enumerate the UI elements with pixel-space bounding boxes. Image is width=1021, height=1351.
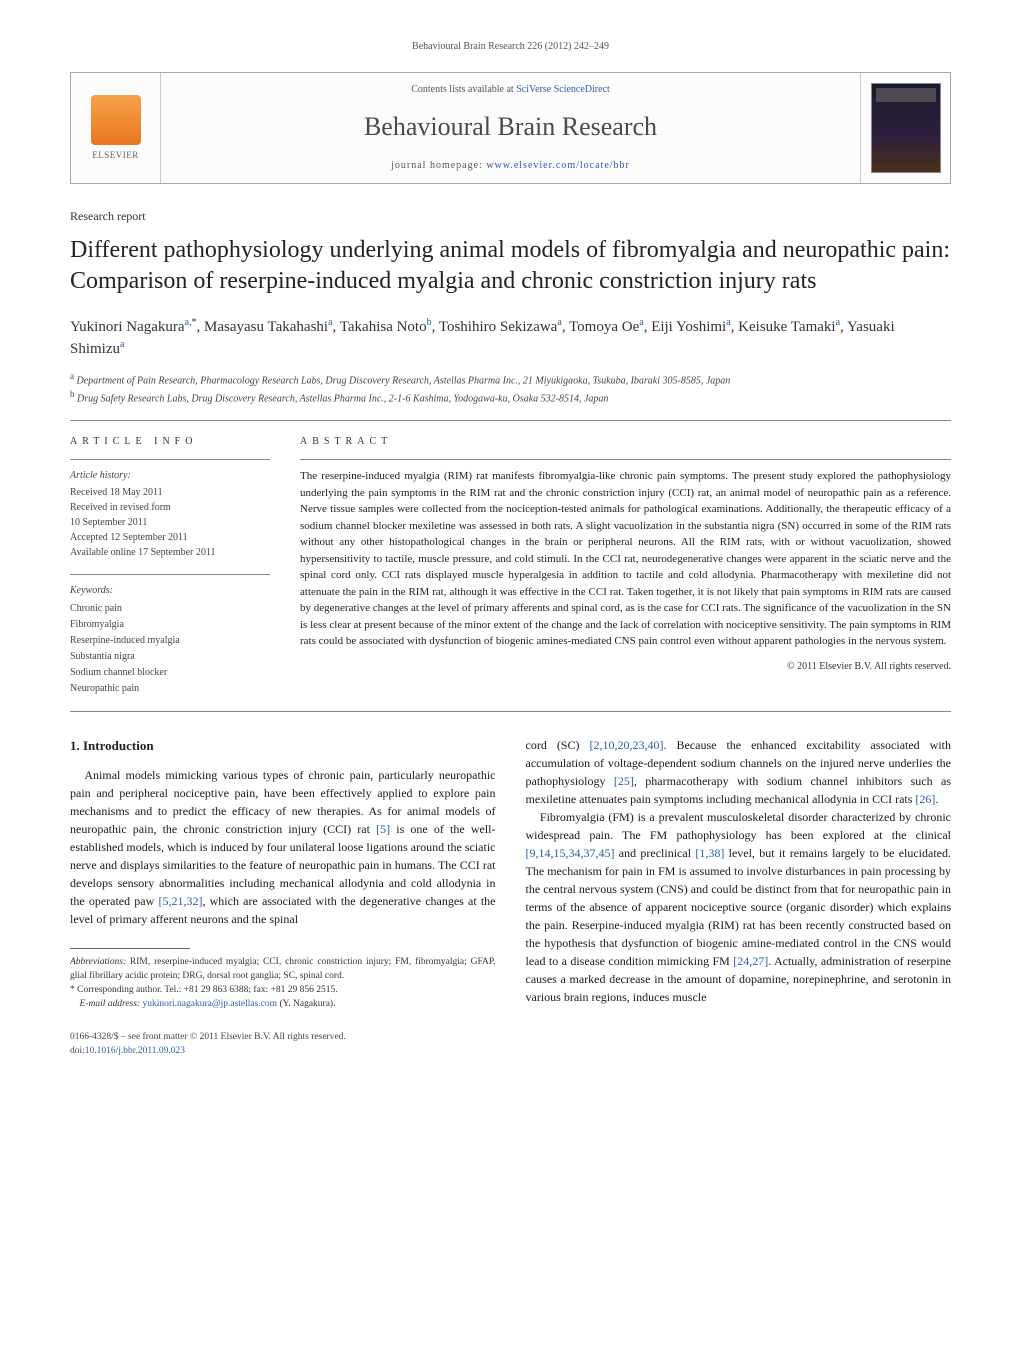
running-head: Behavioural Brain Research 226 (2012) 24… bbox=[70, 40, 951, 54]
article-history: Article history: Received 18 May 2011Rec… bbox=[70, 468, 270, 560]
history-label: Article history: bbox=[70, 468, 270, 483]
journal-header-box: ELSEVIER Contents lists available at Sci… bbox=[70, 72, 951, 184]
history-line: Received in revised form bbox=[70, 500, 270, 515]
intro-para-2: Fibromyalgia (FM) is a prevalent musculo… bbox=[526, 808, 952, 1006]
corr-text: Tel.: +81 29 863 6388; fax: +81 29 856 2… bbox=[164, 985, 337, 995]
footnote-rule bbox=[70, 948, 190, 949]
article-info-heading: article info bbox=[70, 435, 270, 449]
keyword: Sodium channel blocker bbox=[70, 665, 270, 681]
body-text-span: . bbox=[935, 792, 938, 806]
authors-line: Yukinori Nagakuraa,*, Masayasu Takahashi… bbox=[70, 316, 951, 360]
email-suffix: (Y. Nagakura). bbox=[277, 999, 335, 1009]
footnotes: Abbreviations: RIM, reserpine-induced my… bbox=[70, 948, 496, 1012]
contents-line: Contents lists available at SciVerse Sci… bbox=[173, 83, 848, 97]
citation-link[interactable]: [25] bbox=[614, 774, 634, 788]
abstract-text: The reserpine-induced myalgia (RIM) rat … bbox=[300, 468, 951, 650]
email-label: E-mail address: bbox=[80, 999, 143, 1009]
divider-bottom bbox=[70, 711, 951, 712]
journal-title: Behavioural Brain Research bbox=[173, 109, 848, 145]
body-text-span: and preclinical bbox=[615, 846, 696, 860]
citation-link[interactable]: [9,14,15,34,37,45] bbox=[526, 846, 615, 860]
citation-link[interactable]: [5] bbox=[376, 822, 390, 836]
abstract-heading: abstract bbox=[300, 435, 951, 449]
keywords-block: Keywords: Chronic painFibromyalgiaReserp… bbox=[70, 583, 270, 697]
citation-link[interactable]: [24,27] bbox=[733, 954, 768, 968]
publisher-name: ELSEVIER bbox=[92, 149, 139, 162]
keyword: Neuropathic pain bbox=[70, 681, 270, 697]
divider-top bbox=[70, 420, 951, 421]
body-text-span: Fibromyalgia (FM) is a prevalent musculo… bbox=[526, 810, 952, 842]
article-title: Different pathophysiology underlying ani… bbox=[70, 235, 951, 297]
body-text: 1. Introduction Animal models mimicking … bbox=[70, 736, 951, 1058]
article-info: article info Article history: Received 1… bbox=[70, 435, 270, 697]
info-abstract-row: article info Article history: Received 1… bbox=[70, 435, 951, 697]
keyword: Chronic pain bbox=[70, 601, 270, 617]
abbrev-label: Abbreviations: bbox=[70, 957, 126, 967]
intro-para-1: Animal models mimicking various types of… bbox=[70, 766, 496, 928]
corresponding-author-footnote: * Corresponding author. Tel.: +81 29 863… bbox=[70, 983, 496, 997]
history-line: Received 18 May 2011 bbox=[70, 485, 270, 500]
scidir-link[interactable]: SciVerse ScienceDirect bbox=[516, 84, 610, 95]
affiliations: a Department of Pain Research, Pharmacol… bbox=[70, 370, 951, 407]
homepage-link[interactable]: www.elsevier.com/locate/bbr bbox=[486, 160, 630, 171]
elsevier-tree-icon bbox=[91, 95, 141, 145]
history-line: Accepted 12 September 2011 bbox=[70, 530, 270, 545]
citation-link[interactable]: [5,21,32] bbox=[158, 894, 202, 908]
doi-line: doi:10.1016/j.bbr.2011.09.023 bbox=[70, 1044, 496, 1058]
body-text-span: level, but it remains largely to be eluc… bbox=[526, 846, 952, 968]
body-text-span: cord (SC) bbox=[526, 738, 590, 752]
affiliation-line: b Drug Safety Research Labs, Drug Discov… bbox=[70, 388, 951, 406]
section-label: Research report bbox=[70, 208, 951, 225]
abbreviations-footnote: Abbreviations: RIM, reserpine-induced my… bbox=[70, 955, 496, 984]
doi-prefix: doi: bbox=[70, 1046, 85, 1056]
homepage-line: journal homepage: www.elsevier.com/locat… bbox=[173, 159, 848, 173]
email-link[interactable]: yukinori.nagakura@jp.astellas.com bbox=[142, 999, 277, 1009]
citation-link[interactable]: [2,10,20,23,40] bbox=[589, 738, 663, 752]
abstract: abstract The reserpine-induced myalgia (… bbox=[300, 435, 951, 697]
corr-label: * Corresponding author. bbox=[70, 985, 164, 995]
intro-heading: 1. Introduction bbox=[70, 736, 496, 756]
history-line: Available online 17 September 2011 bbox=[70, 545, 270, 560]
keywords-label: Keywords: bbox=[70, 583, 270, 599]
publisher-logo: ELSEVIER bbox=[71, 73, 161, 183]
header-center: Contents lists available at SciVerse Sci… bbox=[161, 73, 860, 183]
citation-link[interactable]: [26] bbox=[915, 792, 935, 806]
email-footnote: E-mail address: yukinori.nagakura@jp.ast… bbox=[70, 997, 496, 1011]
cover-image bbox=[871, 83, 941, 173]
contents-prefix: Contents lists available at bbox=[411, 84, 516, 95]
citation-link[interactable]: [1,38] bbox=[695, 846, 724, 860]
keyword: Fibromyalgia bbox=[70, 617, 270, 633]
bottom-meta: 0166-4328/$ – see front matter © 2011 El… bbox=[70, 1030, 496, 1059]
homepage-prefix: journal homepage: bbox=[391, 160, 486, 171]
abbrev-text: RIM, reserpine-induced myalgia; CCI, chr… bbox=[70, 957, 496, 981]
keyword: Substantia nigra bbox=[70, 649, 270, 665]
doi-link[interactable]: 10.1016/j.bbr.2011.09.023 bbox=[85, 1046, 185, 1056]
abstract-copyright: © 2011 Elsevier B.V. All rights reserved… bbox=[300, 660, 951, 674]
journal-cover-thumb bbox=[860, 73, 950, 183]
affiliation-line: a Department of Pain Research, Pharmacol… bbox=[70, 370, 951, 388]
issn-line: 0166-4328/$ – see front matter © 2011 El… bbox=[70, 1030, 496, 1044]
keyword: Reserpine-induced myalgia bbox=[70, 633, 270, 649]
intro-para-1-cont: cord (SC) [2,10,20,23,40]. Because the e… bbox=[526, 736, 952, 808]
history-line: 10 September 2011 bbox=[70, 515, 270, 530]
